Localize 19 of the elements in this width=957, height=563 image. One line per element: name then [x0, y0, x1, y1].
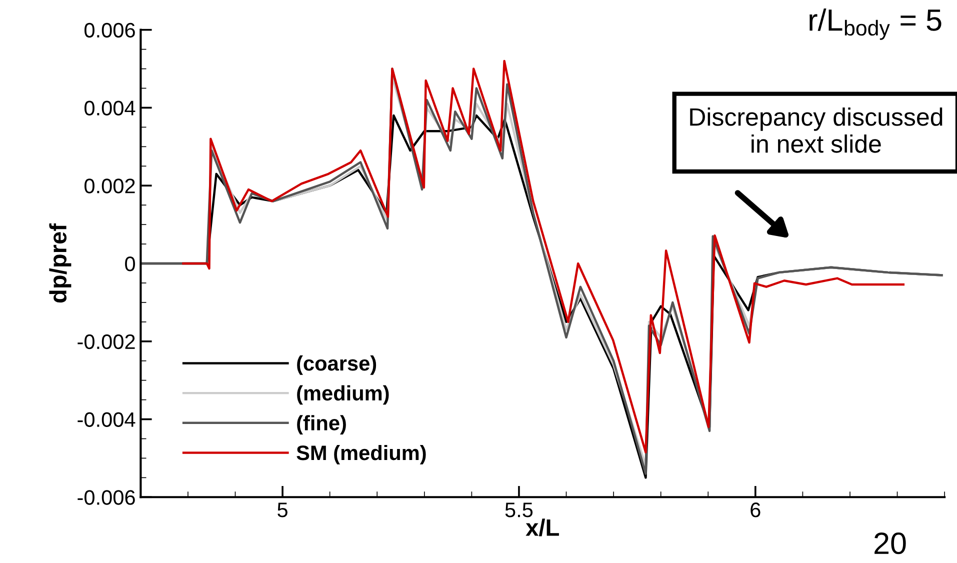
- legend-label: SM (medium): [296, 444, 426, 464]
- x-tick-label: 5: [278, 502, 288, 518]
- y-tick-label: 0.002: [84, 178, 135, 194]
- annotation: Discrepancy discussed in next slide: [690, 108, 942, 153]
- x-axis-title: x/L: [526, 518, 559, 536]
- legend-label: (medium): [297, 385, 389, 405]
- text: 20: [874, 532, 906, 554]
- y-tick-label: -0.004: [78, 412, 136, 427]
- x-tick-label: 5.5: [505, 502, 533, 518]
- x-tick-label: 6: [750, 502, 760, 518]
- chart-title: r/L$_{body}$ = 5: [810, 8, 942, 40]
- y-tick-label: 0.004: [84, 100, 136, 116]
- y-tick-label: 0.006: [84, 22, 135, 38]
- y-tick-label: 0: [125, 256, 136, 272]
- y-tick-label: -0.006: [78, 490, 135, 505]
- legend-label: (coarse): [297, 355, 376, 375]
- legend-label: (fine): [297, 415, 346, 435]
- y-axis-title: dp/pref: [49, 223, 72, 303]
- y-tick-label: -0.002: [78, 334, 135, 350]
